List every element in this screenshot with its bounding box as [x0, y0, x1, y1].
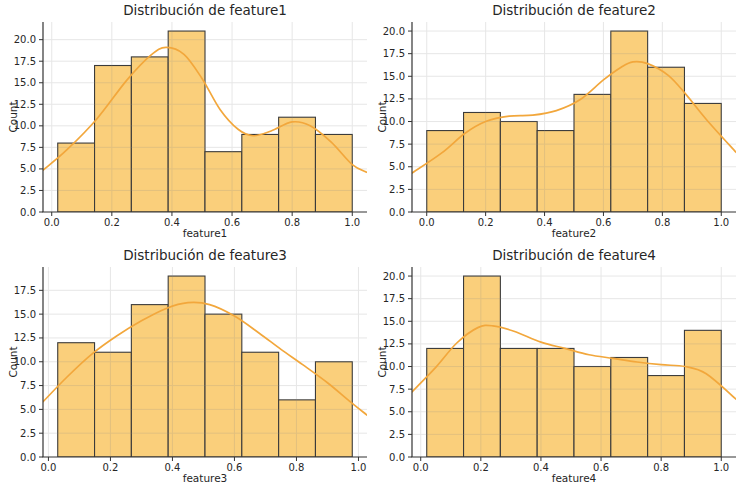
- histogram-bar: [648, 376, 685, 457]
- histogram-chart-feature3: 0.00.20.40.60.81.00.02.55.07.510.012.515…: [0, 245, 369, 490]
- chart-title: Distribución de feature4: [412, 247, 736, 263]
- y-tick-label: 15.0: [14, 77, 36, 88]
- y-axis-label: Count: [7, 346, 19, 377]
- histogram-bar: [242, 352, 279, 457]
- histogram-bar: [279, 117, 316, 212]
- histogram-chart-feature2: 0.00.20.40.60.81.00.02.55.07.510.012.515…: [369, 0, 738, 245]
- y-tick-label: 17.5: [14, 56, 36, 67]
- y-tick-label: 17.5: [383, 48, 405, 59]
- histogram-bar: [500, 348, 537, 457]
- y-tick-label: 20.0: [383, 26, 405, 37]
- x-axis-label: feature1: [43, 227, 367, 239]
- histogram-bar: [315, 134, 352, 212]
- histogram-bar: [95, 352, 132, 457]
- subplot-feature3: 0.00.20.40.60.81.00.02.55.07.510.012.515…: [0, 245, 369, 490]
- y-tick-label: 15.0: [383, 316, 405, 327]
- histogram-bar: [58, 343, 95, 457]
- subplot-feature4: 0.00.20.40.60.81.00.02.55.07.510.012.515…: [369, 245, 738, 490]
- y-tick-label: 0.0: [389, 207, 405, 218]
- y-axis-label: Count: [7, 101, 19, 132]
- x-axis-label: feature4: [412, 472, 736, 484]
- histogram-bar: [427, 131, 464, 212]
- histogram-bar: [684, 103, 721, 212]
- histogram-bar: [131, 57, 168, 212]
- y-tick-label: 7.5: [389, 384, 405, 395]
- y-tick-label: 17.5: [383, 293, 405, 304]
- figure-canvas: 0.00.20.40.60.81.00.02.55.07.510.012.515…: [0, 0, 738, 490]
- y-tick-label: 5.0: [20, 404, 36, 415]
- y-tick-label: 15.0: [14, 309, 36, 320]
- histogram-bar: [279, 400, 316, 457]
- subplot-grid: 0.00.20.40.60.81.00.02.55.07.510.012.515…: [0, 0, 738, 490]
- histogram-bars: [58, 31, 353, 212]
- y-tick-label: 0.0: [20, 207, 36, 218]
- histogram-bar: [574, 94, 611, 212]
- y-tick-label: 15.0: [383, 71, 405, 82]
- subplot-feature2: 0.00.20.40.60.81.00.02.55.07.510.012.515…: [369, 0, 738, 245]
- histogram-chart-feature4: 0.00.20.40.60.81.00.02.55.07.510.012.515…: [369, 245, 738, 490]
- y-axis-label: Count: [376, 101, 388, 132]
- histogram-bar: [427, 348, 464, 457]
- histogram-bar: [648, 67, 685, 212]
- y-tick-label: 2.5: [389, 184, 405, 195]
- histogram-bar: [537, 131, 574, 212]
- histogram-bar: [205, 152, 242, 212]
- histogram-bar: [684, 330, 721, 457]
- y-tick-label: 2.5: [20, 428, 36, 439]
- y-tick-label: 17.5: [14, 285, 36, 296]
- y-tick-label: 20.0: [383, 271, 405, 282]
- y-tick-label: 7.5: [20, 142, 36, 153]
- y-tick-label: 0.0: [20, 452, 36, 463]
- histogram-chart-feature1: 0.00.20.40.60.81.00.02.55.07.510.012.515…: [0, 0, 369, 245]
- histogram-bar: [464, 112, 501, 212]
- histogram-bar: [537, 348, 574, 457]
- y-tick-label: 7.5: [389, 139, 405, 150]
- subplot-feature1: 0.00.20.40.60.81.00.02.55.07.510.012.515…: [0, 0, 369, 245]
- y-tick-label: 5.0: [389, 406, 405, 417]
- chart-title: Distribución de feature3: [43, 247, 367, 263]
- y-tick-label: 5.0: [20, 163, 36, 174]
- y-tick-label: 12.5: [14, 332, 36, 343]
- y-tick-label: 2.5: [389, 429, 405, 440]
- histogram-bar: [131, 305, 168, 457]
- histogram-bar: [242, 134, 279, 212]
- y-tick-label: 5.0: [389, 161, 405, 172]
- y-tick-label: 0.0: [389, 452, 405, 463]
- y-tick-label: 20.0: [14, 34, 36, 45]
- y-tick-label: 7.5: [20, 380, 36, 391]
- histogram-bar: [611, 357, 648, 457]
- x-axis-label: feature2: [412, 227, 736, 239]
- chart-title: Distribución de feature2: [412, 2, 736, 18]
- x-axis-label: feature3: [43, 472, 367, 484]
- y-axis-label: Count: [376, 346, 388, 377]
- chart-title: Distribución de feature1: [43, 2, 367, 18]
- y-tick-label: 2.5: [20, 185, 36, 196]
